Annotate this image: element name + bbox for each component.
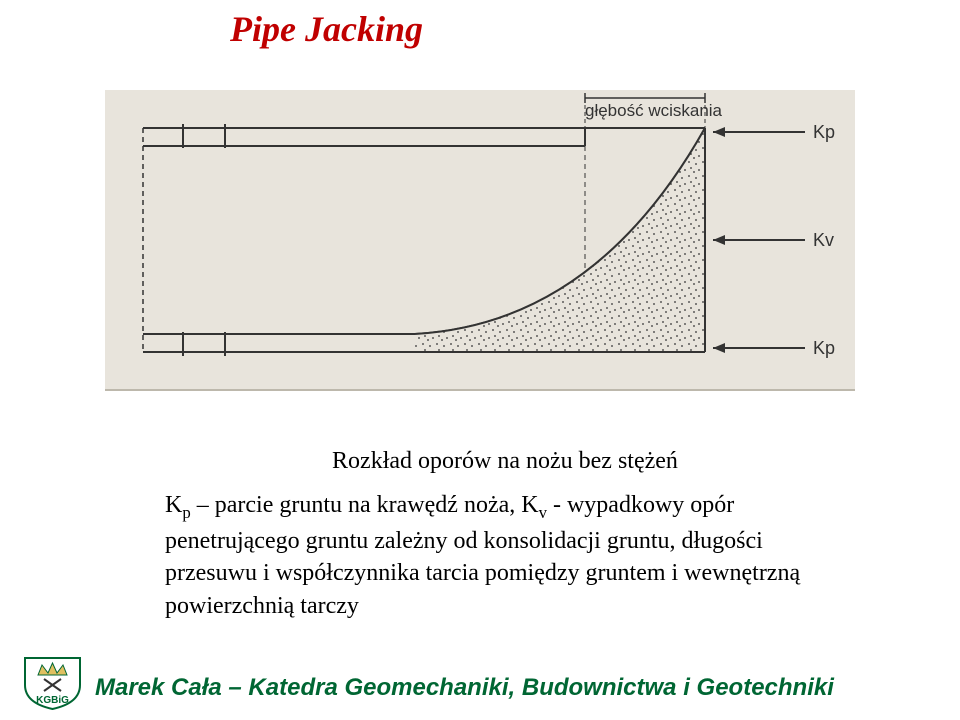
svg-text:głębość wciskania: głębość wciskania — [585, 101, 723, 120]
body-paragraph: Kp – parcie gruntu na krawędź noża, Kv -… — [165, 489, 845, 622]
body-text: Rozkład oporów na nożu bez stężeń Kp – p… — [165, 445, 845, 622]
pipe-diagram: głębość wciskania Kp Kv Kp — [105, 90, 855, 420]
svg-text:KGBiG: KGBiG — [36, 695, 69, 706]
logo: KGBiG — [20, 655, 85, 710]
svg-text:Kp: Kp — [813, 338, 835, 358]
kv-sub: v — [539, 503, 547, 522]
slide: Pipe Jacking głębość wciskaniaKpKvKp Roz… — [0, 0, 960, 720]
kv-symbol: K — [521, 492, 538, 518]
kp-sub: p — [182, 503, 190, 522]
svg-text:Kv: Kv — [813, 230, 834, 250]
slide-title: Pipe Jacking — [230, 8, 423, 50]
kp-text: – parcie gruntu na krawędź noża, — [191, 492, 522, 518]
body-heading: Rozkład oporów na nożu bez stężeń — [165, 445, 845, 477]
svg-text:Kp: Kp — [813, 122, 835, 142]
kp-symbol: K — [165, 492, 182, 518]
footer-text: Marek Cała – Katedra Geomechaniki, Budow… — [95, 674, 834, 702]
